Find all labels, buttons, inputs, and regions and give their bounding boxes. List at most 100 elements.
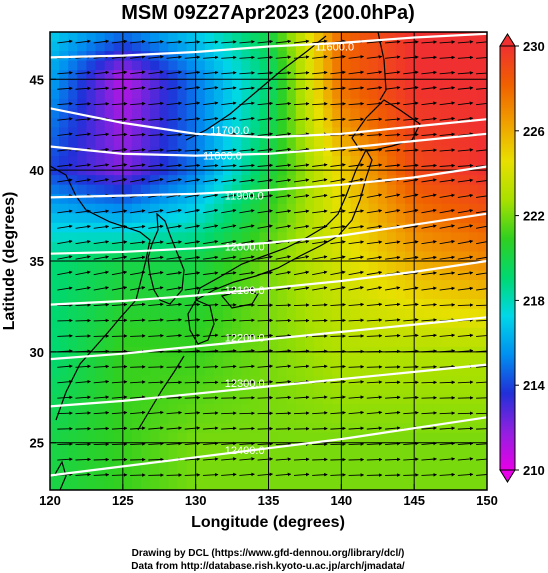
field-cell [195, 251, 206, 262]
field-cell [241, 385, 251, 396]
field-cell [186, 79, 197, 90]
field-cell [195, 117, 206, 129]
field-cell [477, 89, 487, 100]
field-cell [405, 203, 415, 214]
wind-arrow [257, 55, 274, 60]
field-cell [159, 375, 169, 386]
field-cell [241, 127, 251, 138]
field-cell [250, 165, 260, 176]
wind-arrow [312, 286, 328, 291]
wind-arrow [293, 224, 310, 229]
field-cell [241, 51, 251, 62]
field-cell [395, 461, 406, 472]
field-cell [68, 423, 78, 434]
field-cell [295, 442, 306, 453]
field-cell [59, 327, 69, 338]
field-cell [350, 337, 361, 348]
field-cell [414, 337, 424, 348]
field-cell [468, 51, 479, 62]
field-cell [332, 156, 342, 167]
y-tick-label: 40 [30, 163, 44, 178]
field-cell [141, 404, 151, 415]
field-cell [368, 41, 379, 52]
field-cell [213, 60, 224, 71]
field-cell [141, 117, 151, 129]
wind-arrow [93, 132, 110, 137]
field-cell [186, 299, 197, 310]
field-cell [441, 451, 452, 462]
field-cell [405, 480, 415, 490]
wind-arrow [202, 318, 219, 322]
field-cell [386, 70, 397, 81]
wind-arrow [330, 117, 346, 122]
field-cell [241, 60, 251, 71]
field-cell [122, 270, 133, 281]
wind-arrow [330, 379, 346, 384]
field-cell [359, 41, 370, 52]
field-cell [268, 461, 279, 472]
field-cell [159, 156, 169, 167]
field-cell [295, 251, 306, 262]
field-cell [414, 146, 424, 157]
field-cell [232, 280, 242, 291]
field-cell [268, 356, 279, 367]
field-cell [459, 299, 470, 310]
wind-arrow [457, 333, 474, 338]
field-cell [213, 442, 224, 453]
field-cell [177, 51, 188, 62]
wind-arrow [202, 70, 219, 75]
field-cell [341, 213, 352, 224]
wind-arrow [457, 457, 474, 461]
field-cell [359, 60, 370, 71]
field-cell [204, 480, 215, 490]
field-cell [268, 70, 279, 81]
field-cell [59, 451, 69, 462]
field-cell [95, 413, 106, 424]
field-cell [441, 356, 452, 367]
field-cell [177, 480, 188, 490]
wind-arrow [348, 193, 364, 198]
field-cell [50, 432, 60, 443]
field-cell [423, 241, 433, 253]
wind-arrow [184, 70, 201, 75]
field-cell [459, 308, 470, 319]
field-cell [314, 308, 324, 319]
field-cell [141, 213, 151, 224]
wind-arrow [239, 255, 255, 260]
field-cell [359, 165, 370, 176]
field-cell [350, 194, 361, 205]
field-cell [286, 98, 297, 109]
field-cell [350, 365, 361, 377]
field-cell [405, 213, 415, 224]
field-cell [186, 442, 197, 453]
field-cell [359, 32, 370, 43]
wind-arrow [293, 364, 310, 369]
field-cell [141, 375, 151, 386]
field-cell [395, 423, 406, 434]
field-cell [222, 51, 233, 62]
field-cell [259, 270, 270, 281]
field-cell [377, 70, 388, 81]
field-cell [241, 136, 251, 148]
wind-arrow [75, 395, 92, 400]
field-cell [350, 51, 361, 62]
field-cell [250, 60, 260, 71]
field-cell [159, 51, 169, 62]
wind-arrow [257, 255, 273, 260]
field-cell [104, 270, 115, 281]
field-cell [131, 165, 142, 176]
field-cell [414, 136, 424, 148]
field-cell [177, 60, 188, 71]
field-cell [95, 32, 106, 43]
field-cell [341, 70, 352, 81]
field-cell [77, 337, 88, 348]
height-contour-label: 12300.0 [225, 378, 265, 390]
field-cell [459, 60, 470, 71]
field-cell [350, 175, 361, 186]
field-cell [377, 108, 388, 119]
field-cell [395, 146, 406, 157]
field-cell [377, 79, 388, 90]
field-cell [86, 79, 97, 90]
field-cell [332, 70, 342, 81]
